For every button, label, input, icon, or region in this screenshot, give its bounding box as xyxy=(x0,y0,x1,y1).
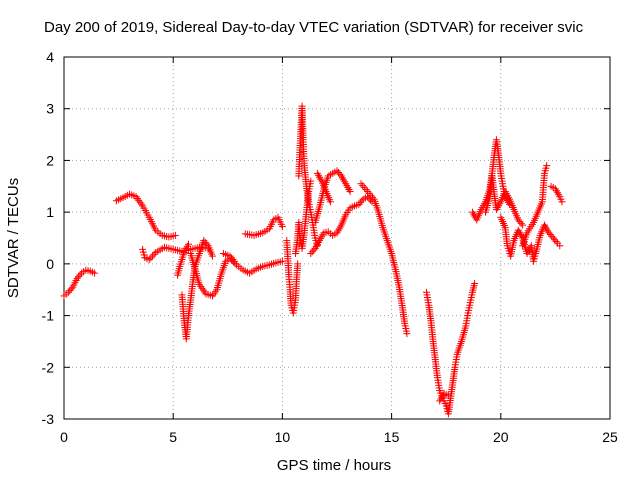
y-axis-ticks: -3 -2 -1 0 1 2 3 4 xyxy=(42,49,610,427)
y-axis-label: SDTVAR / TECUs xyxy=(5,178,22,298)
x-tick-label: 20 xyxy=(493,429,509,445)
data-point-marker xyxy=(362,186,370,194)
data-point-marker xyxy=(336,170,344,178)
data-point-marker xyxy=(543,162,551,170)
data-point-marker xyxy=(358,197,366,205)
x-tick-label: 0 xyxy=(60,429,68,445)
y-tick-label: -3 xyxy=(42,411,55,427)
grid-lines xyxy=(64,57,610,419)
y-tick-label: 3 xyxy=(46,101,54,117)
data-point-marker xyxy=(230,257,238,265)
data-point-marker xyxy=(75,273,83,281)
x-tick-label: 15 xyxy=(384,429,400,445)
data-point-marker xyxy=(360,184,368,192)
data-point-marker xyxy=(551,236,559,244)
y-tick-label: -2 xyxy=(42,359,55,375)
data-point-marker xyxy=(278,223,286,231)
data-point-marker xyxy=(355,200,363,208)
data-point-marker xyxy=(227,254,235,262)
data-point-marker xyxy=(334,168,342,176)
chart-title: Day 200 of 2019, Sidereal Day-to-day VTE… xyxy=(44,19,584,36)
data-point-marker xyxy=(145,256,153,264)
data-point-marker xyxy=(294,260,302,268)
data-point-marker xyxy=(73,274,81,282)
x-axis-label: GPS time / hours xyxy=(277,457,391,474)
data-point-marker xyxy=(307,250,315,258)
data-point-marker xyxy=(147,254,155,262)
data-point-marker xyxy=(308,248,316,256)
data-point-marker xyxy=(91,269,99,277)
data-point-marker xyxy=(209,252,217,260)
data-point-marker xyxy=(333,167,341,175)
data-point-marker xyxy=(356,199,364,207)
x-axis-ticks: 0 5 10 15 20 25 xyxy=(60,57,618,445)
data-point-marker xyxy=(514,216,522,224)
x-tick-label: 25 xyxy=(602,429,618,445)
x-tick-label: 10 xyxy=(275,429,291,445)
data-point-marker xyxy=(444,392,452,400)
data-point-marker xyxy=(364,187,372,195)
y-tick-label: 4 xyxy=(46,49,54,65)
y-tick-label: 2 xyxy=(46,152,54,168)
data-point-marker xyxy=(471,280,479,288)
y-tick-label: 0 xyxy=(46,256,54,272)
data-point-marker xyxy=(558,198,566,206)
data-point-marker xyxy=(67,285,75,293)
data-point-marker xyxy=(519,221,527,229)
data-point-marker xyxy=(326,198,334,206)
data-point-marker xyxy=(549,234,557,242)
data-point-marker xyxy=(203,240,211,248)
data-point-marker xyxy=(76,271,84,279)
data-point-marker xyxy=(171,231,179,239)
data-points xyxy=(60,102,566,418)
data-point-marker xyxy=(546,231,554,239)
data-point-marker xyxy=(150,250,158,258)
plot-frame xyxy=(63,56,611,420)
data-point-marker xyxy=(201,238,209,246)
data-point-marker xyxy=(310,246,318,254)
data-point-marker xyxy=(548,232,556,240)
data-point-marker xyxy=(517,219,525,227)
data-point-marker xyxy=(357,180,365,188)
x-tick-label: 5 xyxy=(169,429,177,445)
data-point-marker xyxy=(229,256,237,264)
data-point-marker xyxy=(64,288,72,296)
data-point-marker xyxy=(184,240,192,248)
data-point-marker xyxy=(359,182,367,190)
data-point-marker xyxy=(148,252,156,260)
data-point-marker xyxy=(552,237,560,245)
data-point-marker xyxy=(365,189,373,197)
data-point-marker xyxy=(403,330,411,338)
y-tick-label: -1 xyxy=(42,308,55,324)
data-point-marker xyxy=(346,187,354,195)
data-point-marker xyxy=(516,218,524,226)
data-point-marker xyxy=(307,177,315,185)
data-point-marker xyxy=(226,252,234,260)
data-point-marker xyxy=(556,242,564,250)
data-point-marker xyxy=(200,237,208,245)
data-point-marker xyxy=(545,229,553,237)
data-point-marker xyxy=(66,287,74,295)
y-tick-label: 1 xyxy=(46,204,54,220)
